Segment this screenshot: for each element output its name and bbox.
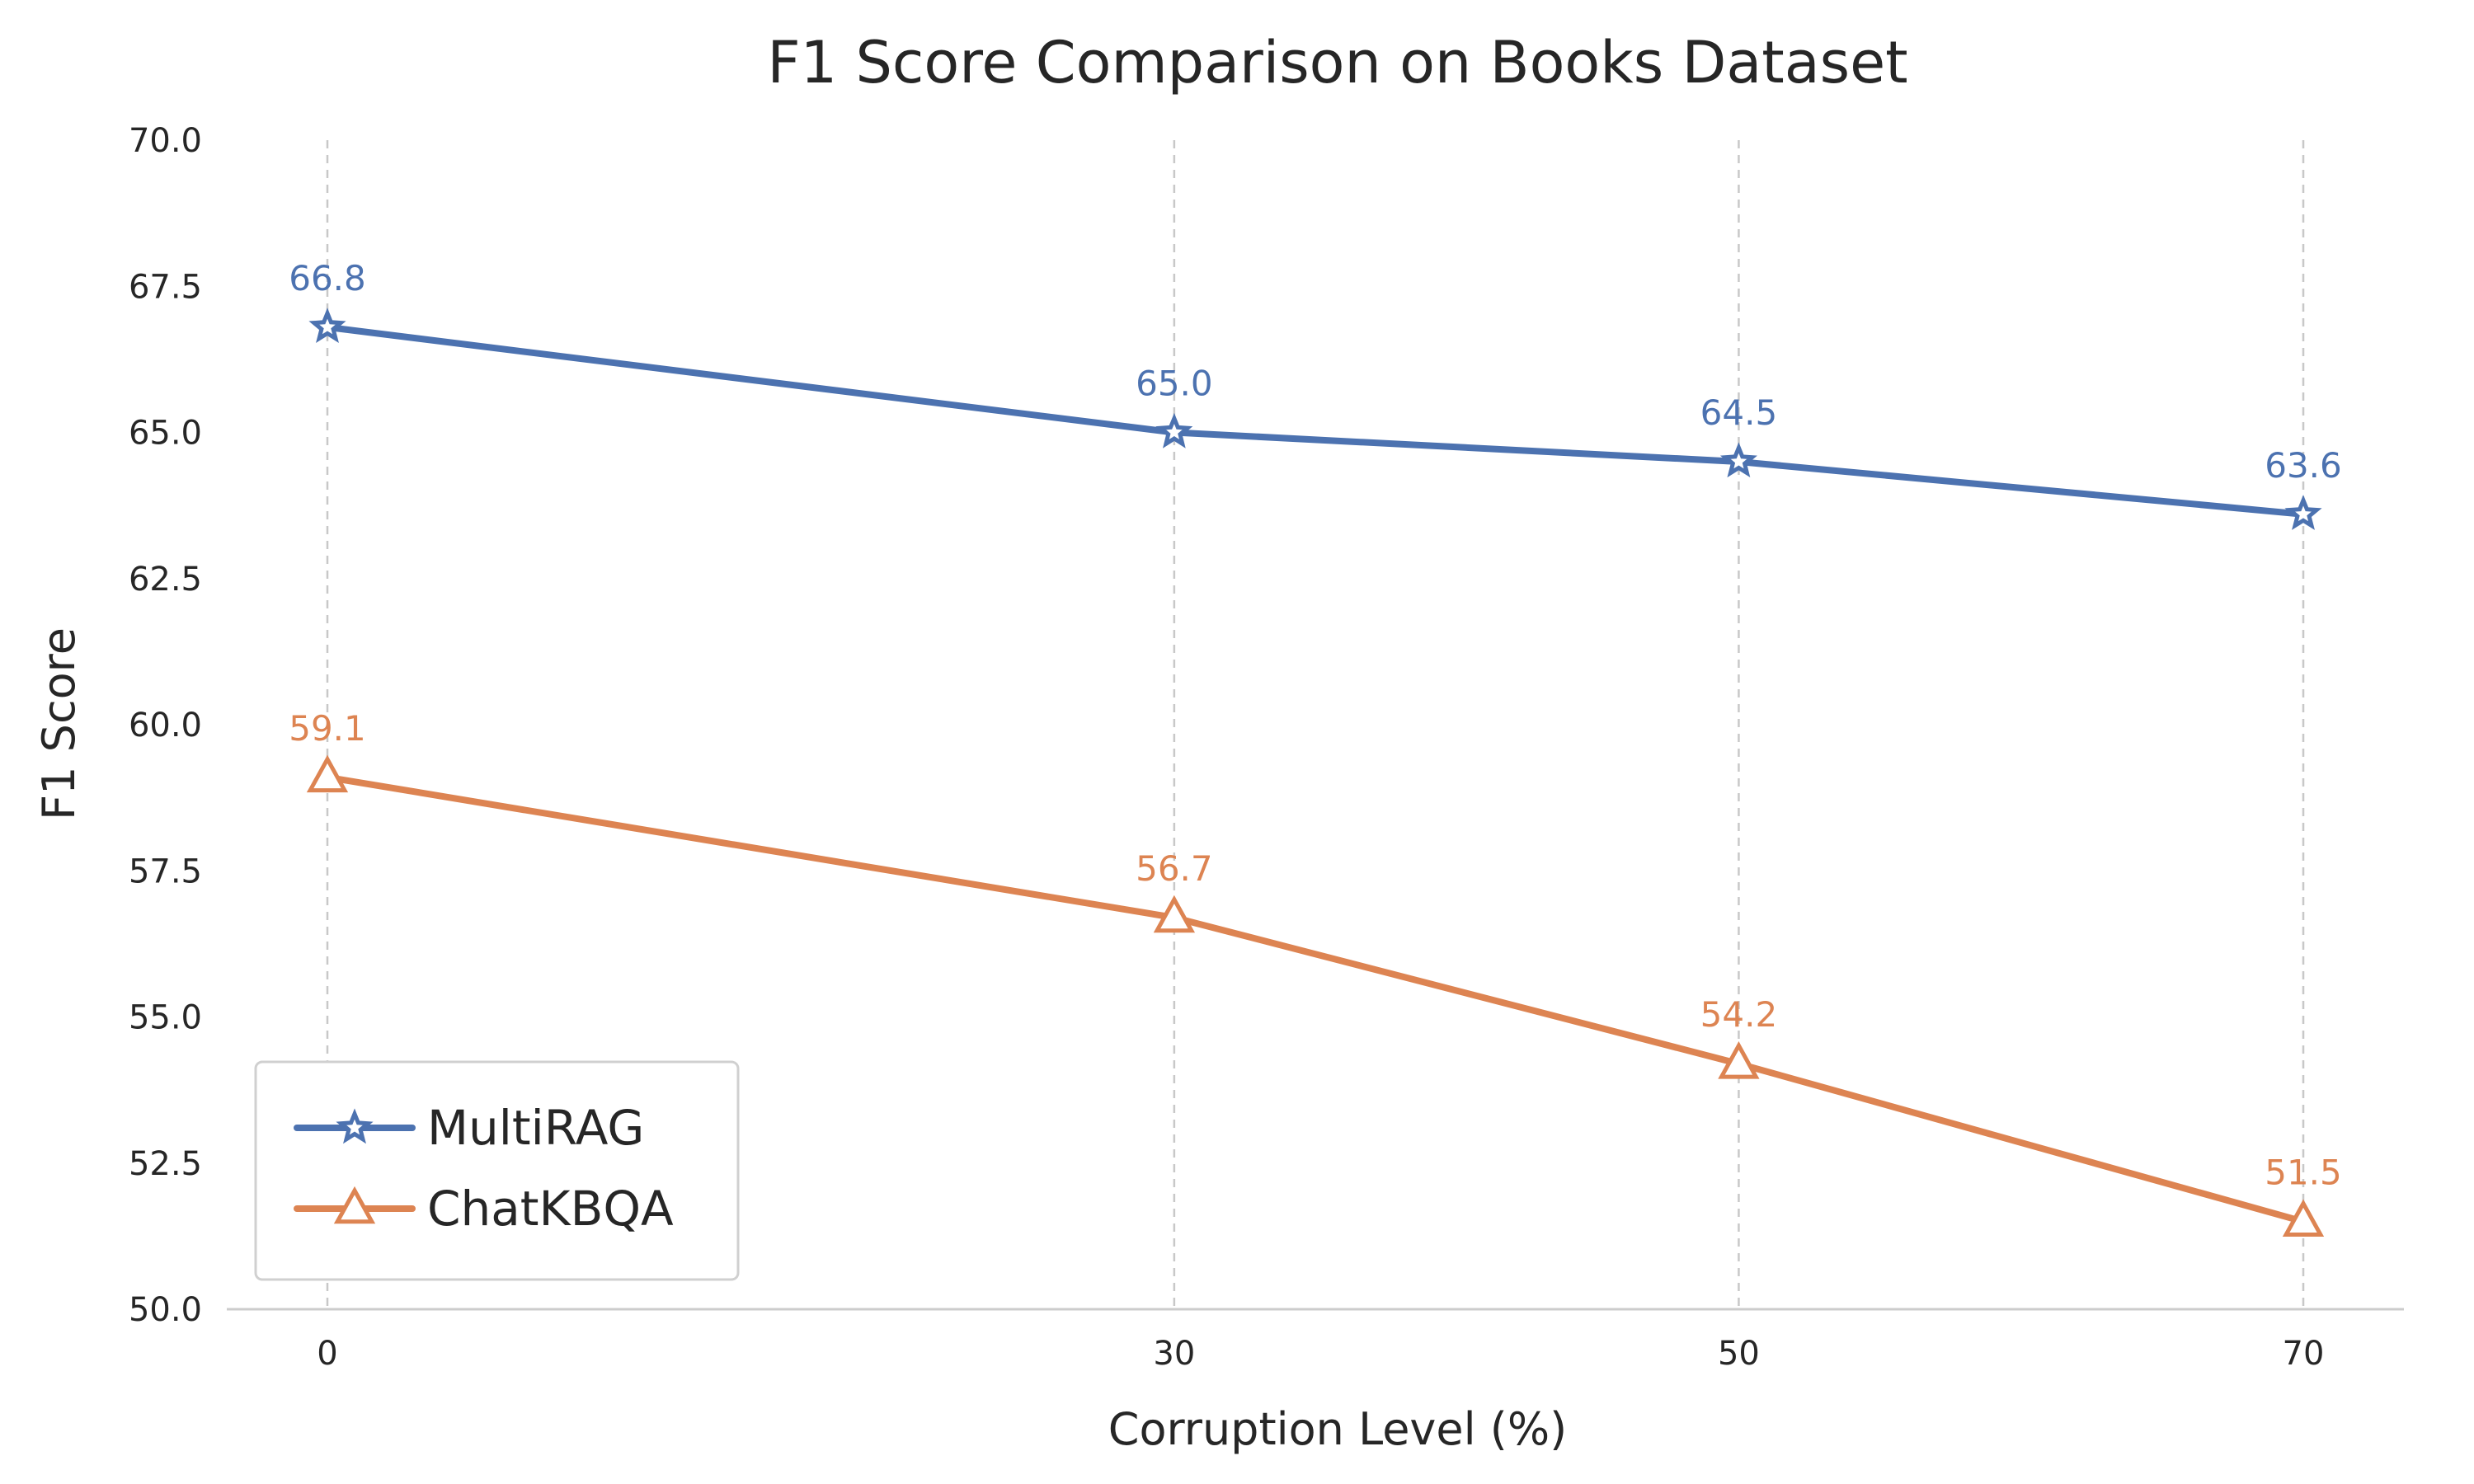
x-tick-label: 30 [1153, 1335, 1195, 1373]
data-label-MultiRAG: 64.5 [1700, 392, 1778, 433]
series-ChatKBQA: 59.1 56.7 54.2 51.5 [289, 708, 2342, 1237]
x-tick-label: 70 [2283, 1335, 2325, 1373]
series: 66.8 65.0 64.5 63.6 59.1 56.7 54.2 51.5 [289, 258, 2342, 1237]
x-tick-label: 50 [1718, 1335, 1760, 1373]
legend: MultiRAG ChatKBQA [254, 1060, 740, 1281]
data-label-ChatKBQA: 51.5 [2265, 1153, 2342, 1193]
data-point-ChatKBQA [1718, 1041, 1760, 1079]
legend-entry-ChatKBQA: ChatKBQA [294, 1181, 674, 1237]
legend-label-ChatKBQA: ChatKBQA [427, 1181, 674, 1237]
y-tick-label: 57.5 [129, 852, 202, 890]
legend-box [254, 1060, 740, 1281]
legend-entry-MultiRAG: MultiRAG [294, 1100, 644, 1156]
data-point-ChatKBQA [1153, 895, 1196, 933]
data-label-MultiRAG: 65.0 [1136, 364, 1213, 404]
data-label-ChatKBQA: 59.1 [289, 708, 366, 749]
y-tick-label: 70.0 [129, 122, 202, 160]
x-axis-label: Corruption Level (%) [1108, 1403, 1567, 1455]
data-point-MultiRAG [2284, 495, 2322, 530]
y-tick-label: 60.0 [129, 707, 202, 744]
y-tick-label: 62.5 [129, 561, 202, 599]
data-label-ChatKBQA: 56.7 [1136, 848, 1213, 889]
data-label-ChatKBQA: 54.2 [1700, 994, 1778, 1035]
data-label-MultiRAG: 66.8 [289, 258, 366, 298]
data-point-MultiRAG [1719, 442, 1757, 478]
data-label-MultiRAG: 63.6 [2265, 445, 2342, 486]
y-tick-label: 52.5 [129, 1145, 202, 1183]
data-point-MultiRAG [308, 308, 346, 343]
series-line-MultiRAG [324, 323, 2307, 518]
y-axis-label: F1 Score [33, 627, 85, 820]
series-line-ChatKBQA [324, 773, 2307, 1225]
x-tick-label: 0 [317, 1335, 337, 1373]
legend-marker-MultiRAG [336, 1108, 374, 1144]
y-axis-ticks: 50.0 52.5 55.0 57.5 60.0 62.5 65.0 67.5 70.0 [129, 122, 202, 1329]
data-point-MultiRAG [1155, 412, 1193, 448]
legend-marker-ChatKBQA [333, 1186, 376, 1224]
y-tick-label: 67.5 [129, 268, 202, 306]
legend-label-MultiRAG: MultiRAG [427, 1100, 644, 1156]
x-axis-ticks: 0 30 50 70 [317, 1335, 2324, 1373]
y-tick-label: 65.0 [129, 415, 202, 453]
y-tick-label: 50.0 [129, 1291, 202, 1329]
series-MultiRAG: 66.8 65.0 64.5 63.6 [289, 258, 2342, 530]
y-tick-label: 55.0 [129, 999, 202, 1037]
data-point-ChatKBQA [2282, 1199, 2325, 1237]
chart-title: F1 Score Comparison on Books Dataset [767, 29, 1907, 96]
data-point-ChatKBQA [306, 754, 349, 793]
legend-entries: MultiRAG ChatKBQA [294, 1100, 674, 1237]
